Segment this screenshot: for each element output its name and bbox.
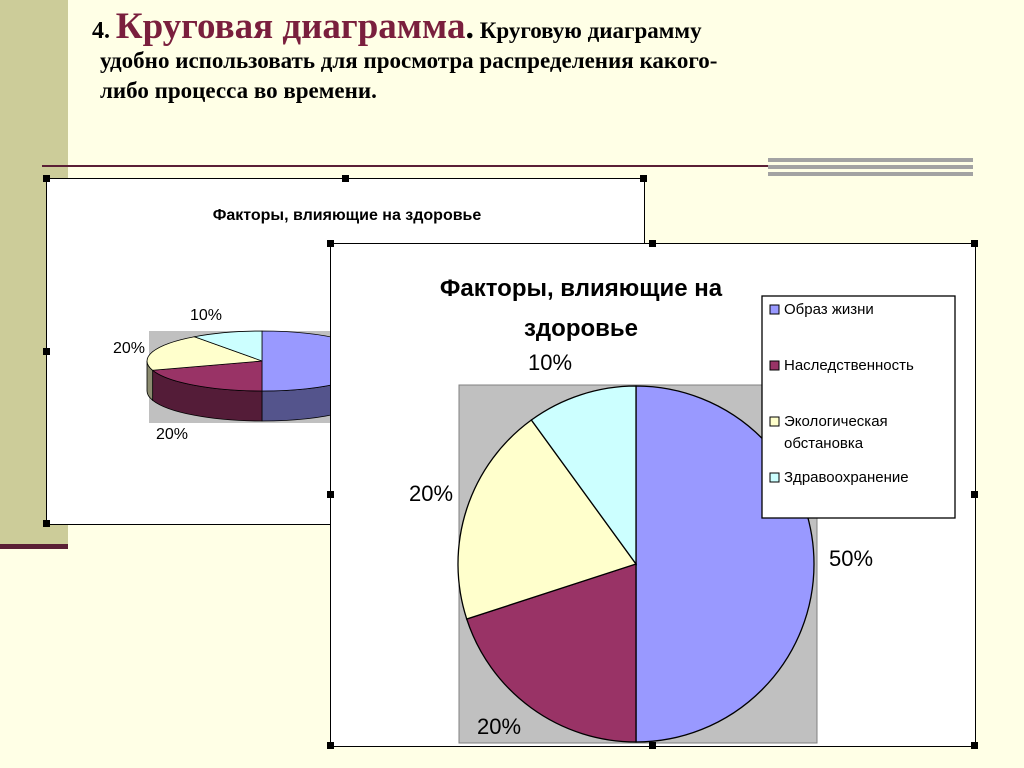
- large-chart-frame[interactable]: Факторы, влияющие на здоровье 50% 20% 20% 10%…: [327, 240, 978, 749]
- legend-swatch-2: [769, 416, 780, 427]
- left-band-underline: [0, 544, 68, 549]
- top-slice-2: [146, 336, 263, 371]
- chart-title-line-1: Факторы, влияющие на: [440, 275, 723, 302]
- heading-text-line2: удобно использовать для просмотра распре…: [100, 48, 718, 73]
- legend-label-2-1: Экологическая: [784, 413, 888, 430]
- small-data-label-3: 10%: [190, 307, 222, 324]
- resize-handle-br[interactable]: [971, 742, 978, 749]
- heading-title: Круговая диаграмма: [115, 6, 466, 47]
- chart-title-line-2: здоровье: [524, 315, 638, 342]
- small-chart-title: Факторы, влияющие на здоровье: [213, 207, 482, 224]
- data-label-3: 10%: [528, 350, 572, 375]
- legend-swatch-3: [769, 472, 780, 483]
- legend-swatch-0: [769, 304, 780, 315]
- legend-label-2-2: обстановка: [784, 435, 864, 452]
- heading-number: 4.: [92, 18, 110, 44]
- resize-handle-b[interactable]: [649, 742, 656, 749]
- resize-handle-tr[interactable]: [971, 240, 978, 247]
- resize-handle-l[interactable]: [327, 491, 334, 498]
- resize-handle-tl[interactable]: [43, 175, 50, 182]
- data-label-1: 20%: [477, 714, 521, 739]
- pie-slice-1: [465, 563, 637, 743]
- chart-legend: Образ жизни Наследственность Экологическая…: [761, 295, 956, 519]
- legend-label-0: Образ жизни: [784, 301, 874, 318]
- resize-handle-t[interactable]: [341, 175, 349, 182]
- slide-heading: 4. Круговая диаграмма. Круговую диаграмм…: [92, 8, 892, 106]
- top-slice-3: [192, 330, 263, 362]
- heading-dot: .: [465, 9, 474, 46]
- legend-box: [761, 295, 956, 519]
- legend-swatch-1: [769, 360, 780, 371]
- small-data-label-2: 20%: [113, 340, 145, 357]
- resize-handle-tr[interactable]: [640, 175, 647, 182]
- legend-label-1: Наследственность: [784, 357, 914, 374]
- legend-label-3: Здравоохранение: [784, 469, 909, 486]
- pie-slice-2: [457, 419, 638, 620]
- data-label-2: 20%: [409, 481, 453, 506]
- heading-text-line1: Круговую диаграмму: [479, 18, 702, 43]
- resize-handle-tl[interactable]: [327, 240, 334, 247]
- title-divider-stripes: [768, 158, 973, 178]
- resize-handle-bl[interactable]: [327, 742, 334, 749]
- top-slice-1: [151, 360, 263, 392]
- heading-text-line3: либо процесса во времени.: [100, 78, 377, 103]
- large-pie-chart: Факторы, влияющие на здоровье 50% 20% 20% 10%…: [409, 275, 956, 744]
- small-data-label-1: 20%: [156, 426, 188, 443]
- resize-handle-r[interactable]: [971, 491, 978, 498]
- pie-slice-3: [530, 385, 637, 567]
- data-label-0: 50%: [829, 546, 873, 571]
- title-divider-line: [42, 165, 972, 167]
- resize-handle-l[interactable]: [43, 347, 50, 355]
- resize-handle-t[interactable]: [649, 240, 656, 247]
- resize-handle-bl[interactable]: [43, 520, 50, 527]
